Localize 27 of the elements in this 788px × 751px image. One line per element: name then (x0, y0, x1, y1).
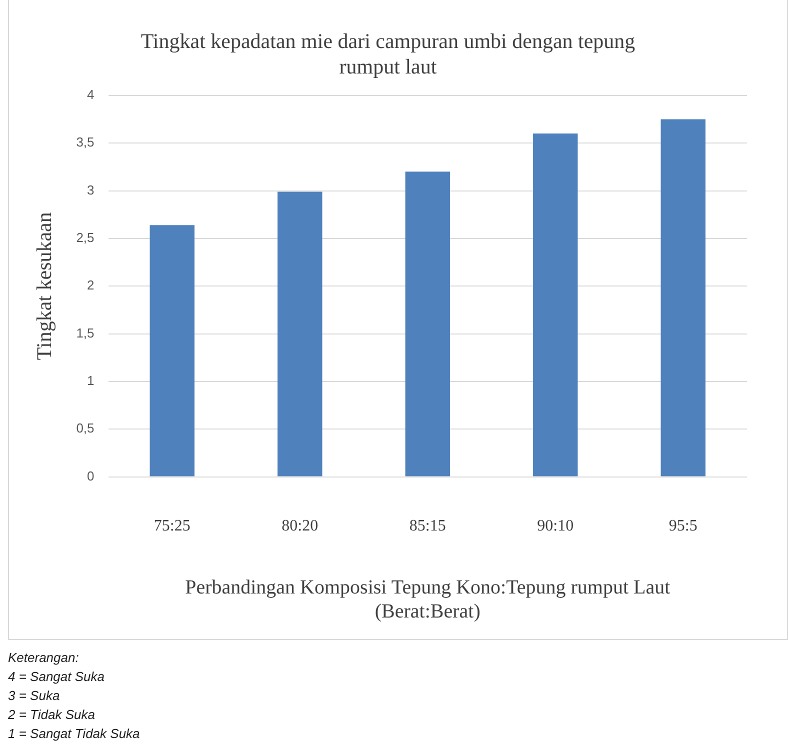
bar (278, 192, 322, 476)
y-tick-label: 1 (87, 373, 94, 388)
chart-title: Tingkat kepadatan mie dari campuran umbi dengan tepung rumput laut (140, 29, 636, 78)
x-tick-label: 80:20 (282, 518, 318, 535)
y-tick-label: 1,5 (76, 325, 94, 340)
y-tick-label: 0,5 (76, 420, 94, 436)
x-tick-label: 75:25 (154, 518, 190, 535)
x-tick-label: 95:5 (668, 518, 698, 535)
y-tick-label: 3 (87, 182, 94, 198)
text: 4 = Sangat Suka (8, 668, 106, 686)
bar (533, 134, 578, 476)
y-axis-title: Tingkat kesukaan (32, 212, 56, 360)
x-tick-label: 85:15 (409, 518, 446, 535)
y-tick-label: 0 (87, 468, 94, 484)
x-tick-label: 90:10 (537, 518, 574, 535)
bar (660, 119, 706, 476)
y-tick-label: 4 (87, 86, 94, 102)
bar (150, 225, 194, 476)
x-axis-title: Perbandingan Komposisi Tepung Kono:Tepung rumput Laut (Berat:Berat) (185, 576, 671, 622)
y-tick-label: 2 (87, 278, 94, 293)
text: 2 = Tidak Suka (8, 706, 96, 724)
text: 1 = Sangat Tidak Suka (8, 725, 141, 743)
bar (405, 172, 450, 476)
text: Keterangan: (8, 649, 80, 667)
y-tick-label: 2,5 (76, 230, 94, 246)
y-tick-label: 3,5 (76, 134, 94, 150)
text: 3 = Suka (8, 687, 61, 705)
